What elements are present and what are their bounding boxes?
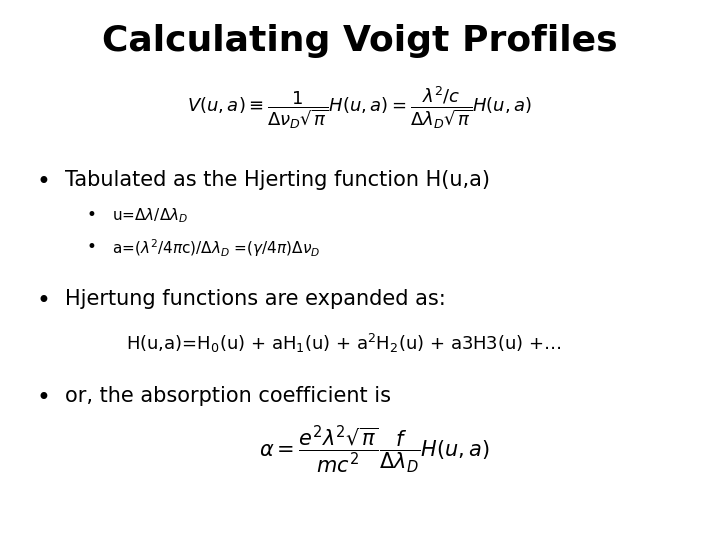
Text: H(u,a)=H$_0$(u) + aH$_1$(u) + a$^2$H$_2$(u) + a3H3(u) +…: H(u,a)=H$_0$(u) + aH$_1$(u) + a$^2$H$_2$… [126,332,562,355]
Text: •: • [36,170,50,194]
Text: •: • [36,386,50,410]
Text: •: • [36,289,50,313]
Text: •: • [86,206,96,224]
Text: or, the absorption coefficient is: or, the absorption coefficient is [65,386,391,406]
Text: $V(u,a) \equiv \dfrac{1}{\Delta\nu_D\sqrt{\pi}}H(u,a) = \dfrac{\lambda^2/c}{\Del: $V(u,a) \equiv \dfrac{1}{\Delta\nu_D\sqr… [187,84,533,131]
Text: •: • [86,238,96,255]
Text: Calculating Voigt Profiles: Calculating Voigt Profiles [102,24,618,58]
Text: a=($\lambda^2$/4$\pi$c)/$\Delta\lambda_D$ =($\gamma$/4$\pi$)$\Delta\nu_D$: a=($\lambda^2$/4$\pi$c)/$\Delta\lambda_D… [112,238,320,259]
Text: Tabulated as the Hjerting function H(u,a): Tabulated as the Hjerting function H(u,a… [65,170,490,190]
Text: u=$\Delta\lambda$/$\Delta\lambda_D$: u=$\Delta\lambda$/$\Delta\lambda_D$ [112,206,188,225]
Text: $\alpha = \dfrac{e^2\lambda^2\sqrt{\pi}}{mc^2}\dfrac{f}{\Delta\lambda_D}H(u,a)$: $\alpha = \dfrac{e^2\lambda^2\sqrt{\pi}}… [259,424,490,476]
Text: Hjertung functions are expanded as:: Hjertung functions are expanded as: [65,289,446,309]
